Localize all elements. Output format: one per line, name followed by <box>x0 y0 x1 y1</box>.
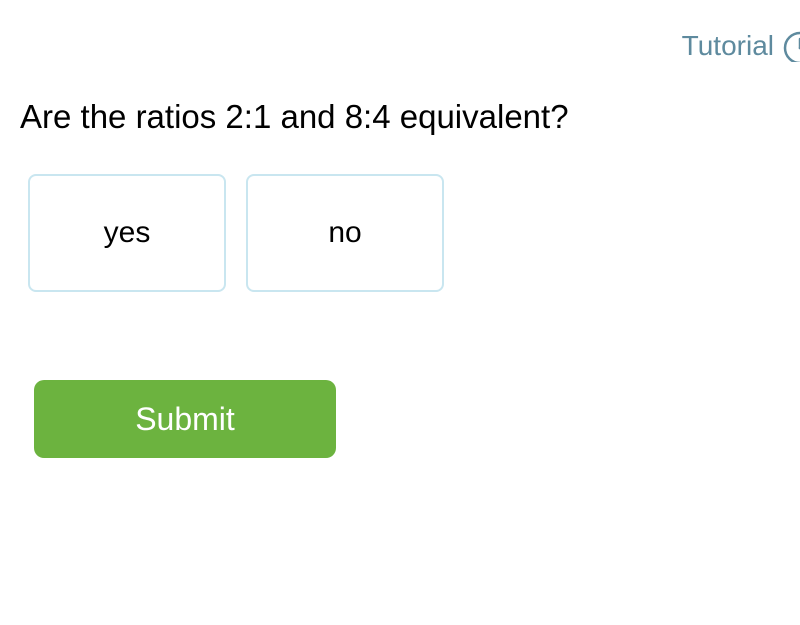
option-no-button[interactable]: no <box>246 174 444 292</box>
submit-label: Submit <box>135 401 235 438</box>
option-label: yes <box>104 216 151 250</box>
tutorial-link[interactable]: Tutorial <box>682 30 800 62</box>
submit-button[interactable]: Submit <box>34 380 336 458</box>
option-yes-button[interactable]: yes <box>28 174 226 292</box>
options-row: yes no <box>28 174 444 292</box>
question-text: Are the ratios 2:1 and 8:4 equivalent? <box>20 98 569 136</box>
tutorial-label: Tutorial <box>682 30 774 62</box>
option-label: no <box>328 216 361 250</box>
clock-icon <box>782 30 800 62</box>
